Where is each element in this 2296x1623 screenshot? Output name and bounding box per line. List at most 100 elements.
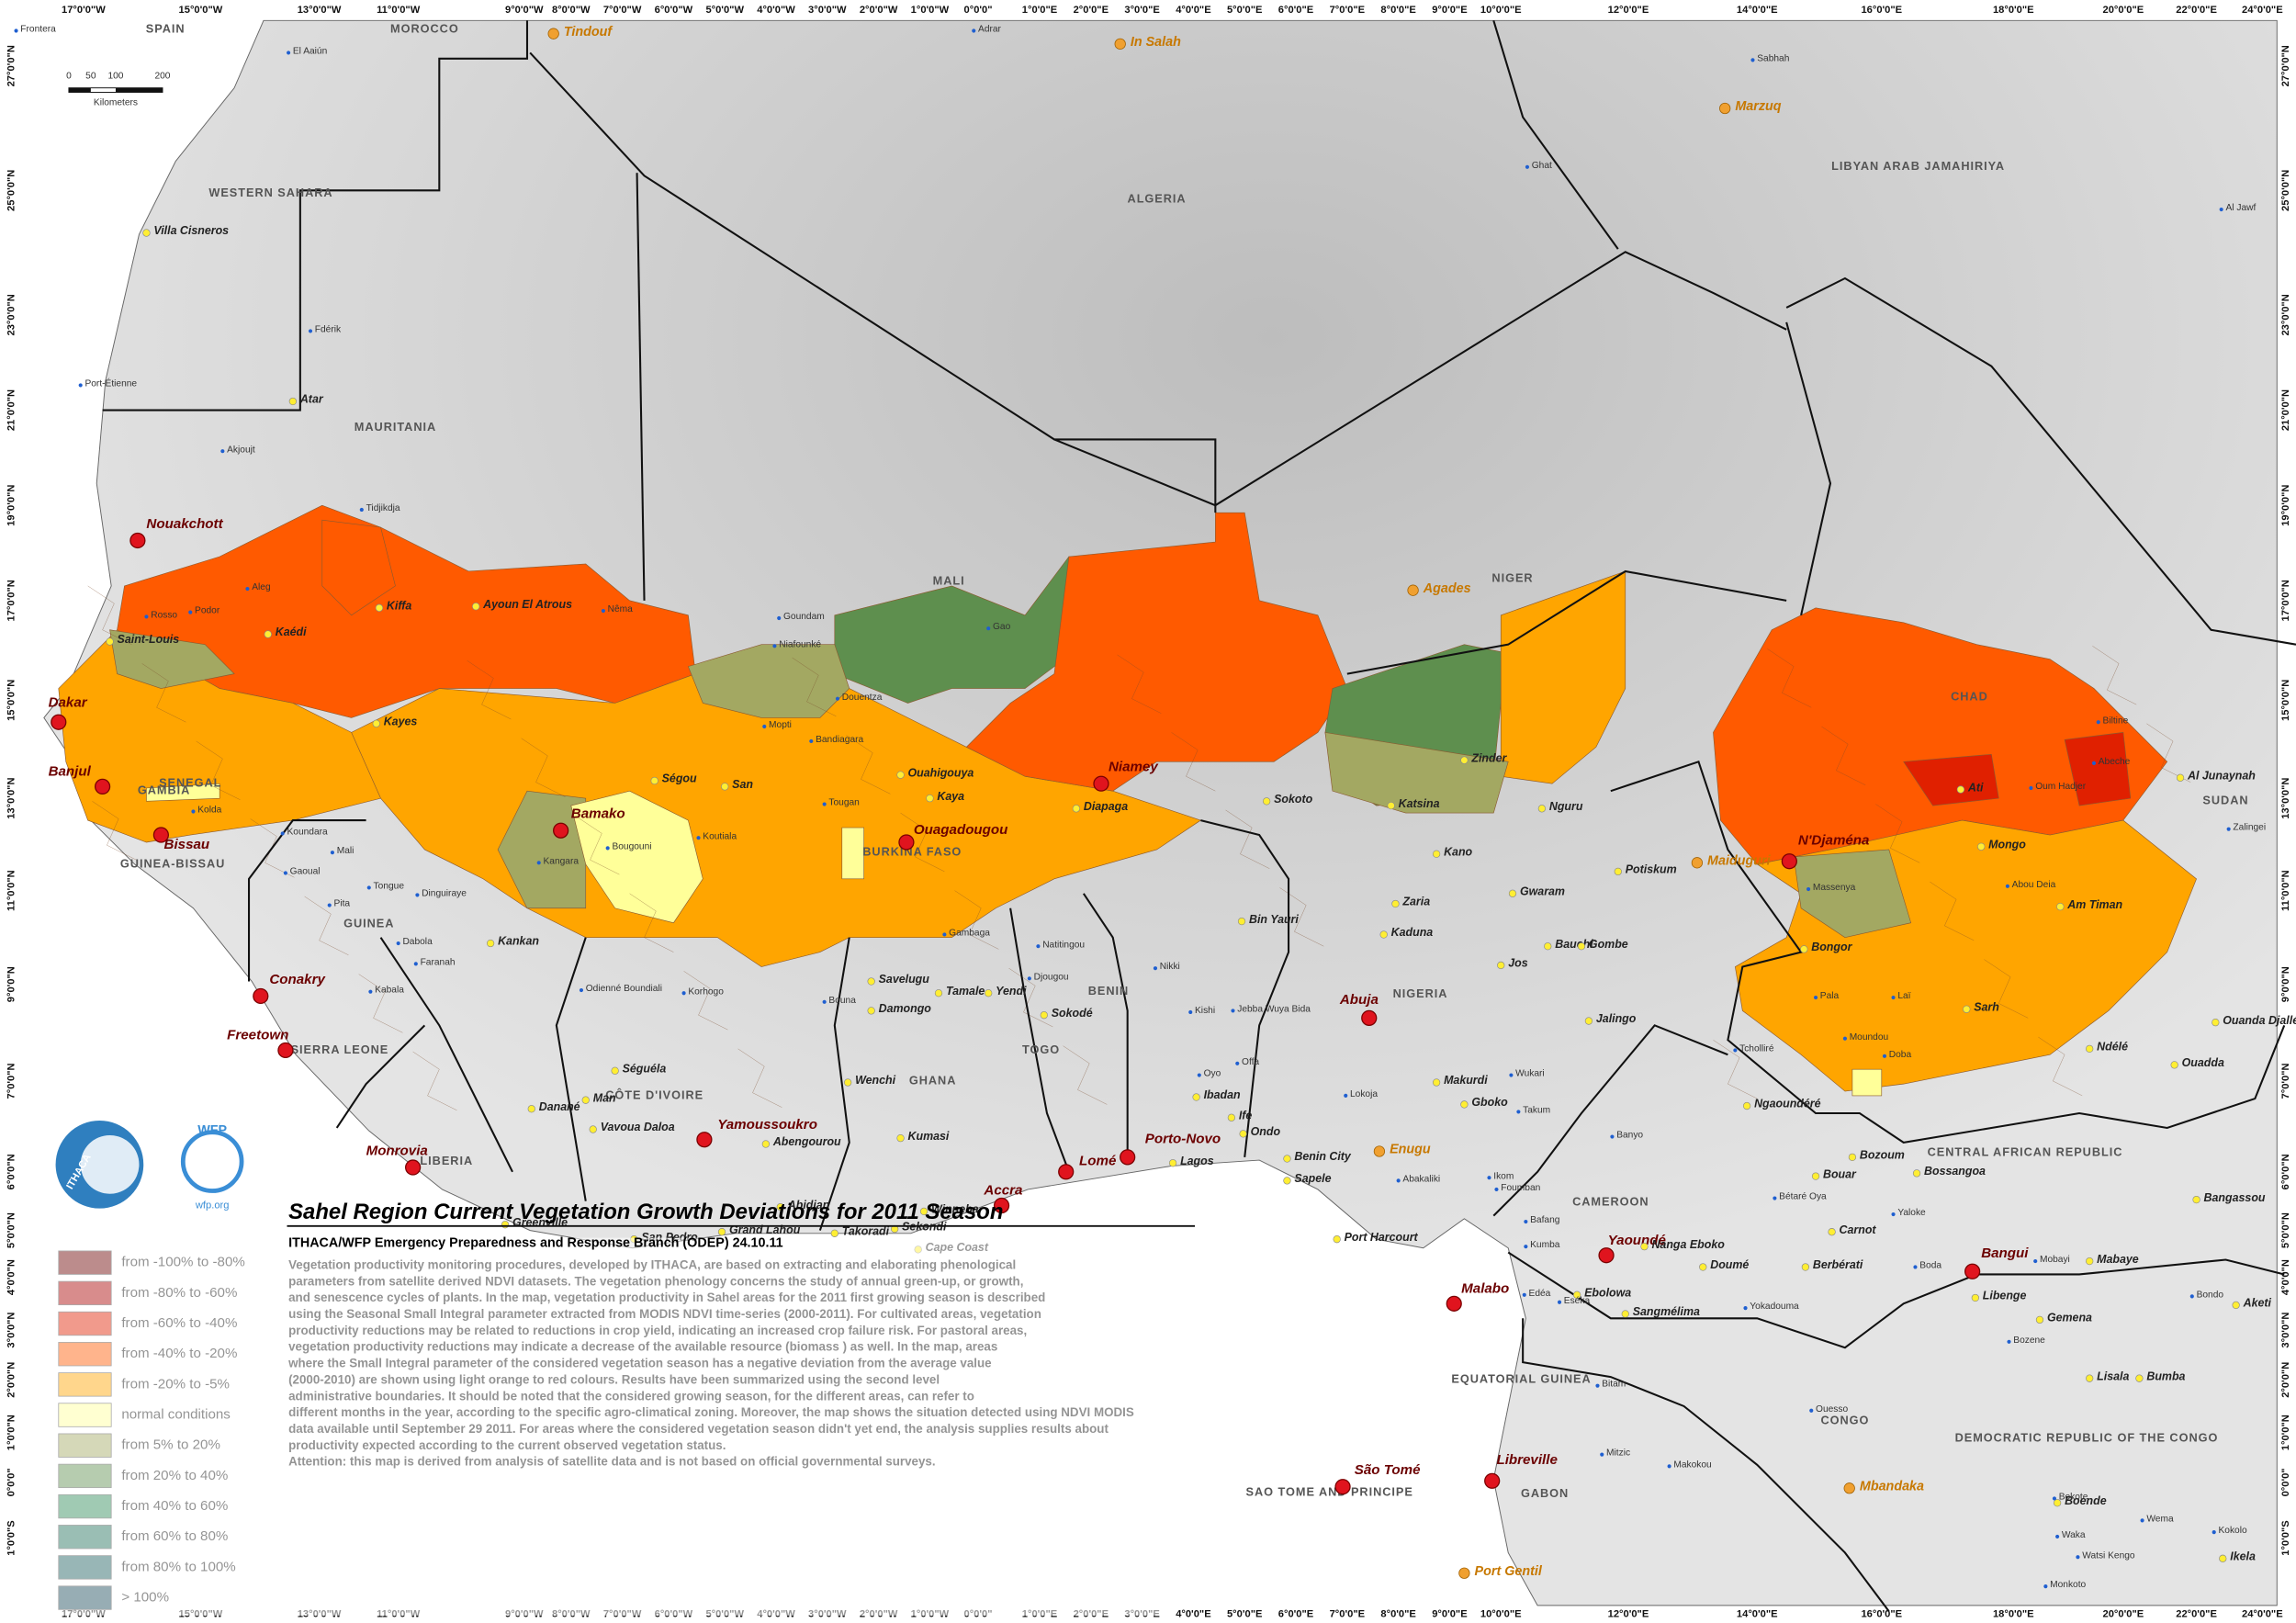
place-label: Massenya [1813, 883, 1856, 893]
town-label: Ibadan [1204, 1088, 1241, 1101]
longitude-label: 6°0'0"E [1278, 1608, 1313, 1619]
town-label: Zaria [1401, 896, 1430, 908]
town-label: Bauchi [1555, 938, 1593, 951]
admin-boundary [629, 893, 674, 952]
town-marker [1811, 1172, 1820, 1180]
capital-marker [1964, 1263, 1981, 1279]
admin-boundary [521, 738, 566, 797]
longitude-label: 14°0'0"E [1737, 5, 1778, 16]
town-marker [372, 719, 380, 727]
town-marker [2053, 1499, 2062, 1507]
capital-marker [1484, 1472, 1501, 1489]
place-label: Kokolo [2218, 1526, 2246, 1536]
country-label: GABON [1521, 1486, 1569, 1500]
place-marker [2091, 761, 2097, 765]
town-label: Al Junaynah [2187, 770, 2256, 783]
capital-marker [553, 822, 569, 839]
town-marker [1584, 1017, 1593, 1025]
place-marker [287, 51, 291, 55]
town-marker [2086, 1257, 2094, 1266]
vegetation-region [321, 519, 396, 616]
longitude-label: 8°0'0"E [1380, 5, 1415, 16]
place-label: Al Jawf [2225, 203, 2256, 213]
town-label: Vavoua Daloa [601, 1121, 675, 1133]
town-label: Jos [1508, 957, 1527, 970]
place-marker [1153, 966, 1158, 971]
capital-marker [51, 714, 67, 730]
place-marker [1750, 58, 1755, 62]
place-marker [220, 449, 225, 454]
longitude-label: 5°0'0"W [705, 5, 744, 16]
capital-label: Dakar [49, 694, 88, 710]
capital-label: Yaoundé [1608, 1233, 1666, 1248]
latitude-label: 25°0'0"N [6, 170, 17, 211]
place-label: Lokoja [1350, 1089, 1378, 1099]
latitude-label: 6°0'0"N [6, 1154, 17, 1189]
town-marker [1237, 917, 1246, 926]
longitude-label: 14°0'0"E [1737, 1608, 1778, 1619]
place-label: Bouna [828, 996, 856, 1006]
vegetation-region [965, 512, 1348, 792]
major-town-marker [1114, 38, 1126, 50]
place-label: Kishi [1195, 1006, 1215, 1016]
admin-boundary [954, 890, 999, 950]
town-label: Ségou [662, 772, 697, 785]
longitude-label: 7°0'0"W [603, 5, 642, 16]
latitude-label: 4°0'0"N [2280, 1259, 2291, 1295]
capital-label: Banjul [49, 763, 92, 779]
admin-boundary [1225, 809, 1270, 869]
country-label: SPAIN [146, 21, 186, 35]
latitude-label: 23°0'0"N [6, 294, 17, 335]
town-marker [2135, 1374, 2144, 1382]
town-marker [1621, 1310, 1629, 1318]
place-marker [1231, 1009, 1235, 1013]
admin-boundary [2038, 1036, 2083, 1097]
town-marker [776, 1202, 784, 1212]
place-label: Offa [1242, 1057, 1259, 1067]
place-label: Kumba [1530, 1240, 1560, 1250]
town-label: Am Timan [2066, 898, 2122, 911]
town-label: Jalingo [1596, 1012, 1637, 1025]
place-label: Korhogo [688, 986, 724, 997]
latitude-label: 5°0'0"N [2280, 1212, 2291, 1248]
vegetation-region [2064, 732, 2132, 806]
latitude-label: 1°0'0"N [2280, 1414, 2291, 1450]
vegetation-region [109, 629, 235, 689]
town-marker [896, 1133, 905, 1143]
capital-label: Bissau [164, 837, 210, 852]
town-marker [1977, 842, 1986, 851]
admin-boundary [792, 657, 837, 717]
town-label: San [732, 778, 753, 791]
latitude-label: 11°0'0"N [6, 870, 17, 911]
admin-boundary [304, 896, 349, 956]
town-marker [581, 1096, 590, 1104]
vegetation-region [1903, 753, 1999, 806]
capital-label: Ouagadougou [914, 822, 1007, 838]
place-label: Laï [1897, 991, 1910, 1001]
town-marker [844, 1078, 852, 1087]
longitude-label: 7°0'0"E [1330, 1608, 1365, 1619]
admin-boundary [1117, 654, 1162, 714]
admin-boundary [900, 812, 945, 873]
place-marker [368, 989, 373, 994]
place-label: Tongue [374, 882, 405, 892]
major-town-marker [1719, 102, 1731, 115]
town-label: Kano [1444, 845, 1472, 858]
admin-boundary [196, 740, 241, 800]
place-label: Wema [2146, 1514, 2174, 1524]
latitude-label: 0°0'0" [6, 1468, 17, 1496]
latitude-label: 1°0'0"S [2280, 1520, 2291, 1555]
place-marker [191, 809, 196, 814]
town-label: Gemena [2047, 1312, 2092, 1324]
place-marker [1494, 1187, 1499, 1192]
place-marker [415, 893, 420, 897]
place-label: Koundara [287, 828, 329, 838]
town-label: Abengourou [772, 1135, 841, 1148]
town-marker [2086, 1374, 2094, 1382]
town-label: Damongo [879, 1002, 932, 1015]
place-label: Rosso [151, 610, 177, 620]
place-marker [283, 871, 287, 875]
vegetation-region [570, 790, 703, 924]
place-label: Monkoto [2050, 1580, 2086, 1590]
town-marker [1971, 1293, 1979, 1302]
